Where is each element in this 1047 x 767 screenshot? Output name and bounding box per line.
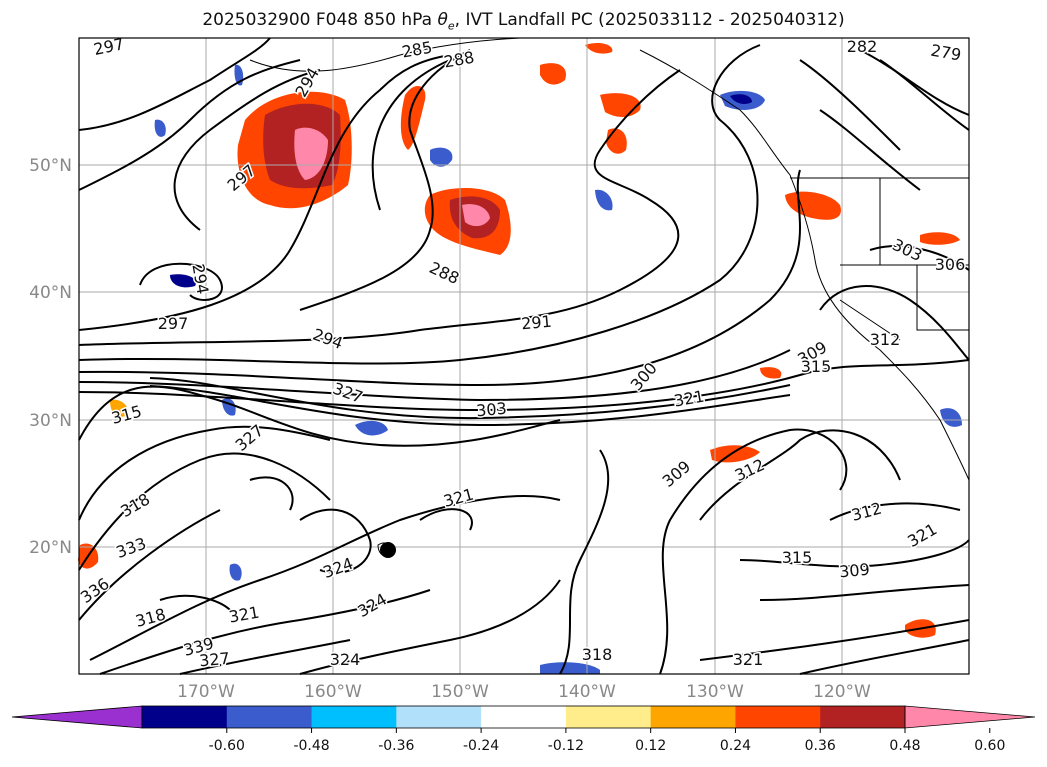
colorbar-segment <box>226 706 313 728</box>
theta-e-contours <box>78 37 970 675</box>
island-marker <box>380 542 396 558</box>
gridlines <box>79 38 969 674</box>
contour-label: 324 <box>330 650 361 669</box>
colorbar-segment <box>820 706 906 728</box>
latitude-labels: 50°N 40°N 30°N 20°N <box>29 156 72 558</box>
lat-label: 40°N <box>29 283 72 303</box>
lon-label: 140°W <box>558 682 616 702</box>
map-background <box>79 38 969 674</box>
colorbar-segment <box>481 706 567 728</box>
contour-label: 318 <box>582 645 613 664</box>
ivt-shading <box>78 42 962 674</box>
colorbar-tick-label: 0.36 <box>805 738 836 754</box>
colorbar-tick-label: -0.24 <box>463 738 499 754</box>
colorbar-segment <box>565 706 652 728</box>
colorbar: -0.60 -0.48 -0.36 -0.24 -0.12 0.12 0.24 0.36 0.4… <box>11 705 1036 754</box>
colorbar-tick-label: 0.48 <box>889 738 920 754</box>
coastlines <box>249 37 970 557</box>
title-prefix: 2025032900 F048 850 hPa <box>202 10 438 30</box>
contour-label: 291 <box>520 312 552 334</box>
figure-title: 2025032900 F048 850 hPa θe, IVT Landfall… <box>0 10 1047 32</box>
contour-label: 297 <box>158 314 189 333</box>
colorbar-tick-label: -0.36 <box>378 738 414 754</box>
lat-label: 50°N <box>29 156 72 176</box>
lat-label: 20°N <box>29 538 72 558</box>
colorbar-outline <box>141 705 906 729</box>
colorbar-extend-high <box>904 705 1036 729</box>
contour-label: 312 <box>870 330 901 349</box>
longitude-labels: 170°W 160°W 150°W 140°W 130°W 120°W <box>177 682 871 702</box>
contour-label: 315 <box>782 548 813 567</box>
title-suffix: , IVT Landfall PC (2025033112 - 20250403… <box>454 10 845 30</box>
colorbar-tick-label: -0.48 <box>293 738 329 754</box>
colorbar-segment <box>735 706 821 728</box>
colorbar-segment <box>142 706 228 728</box>
colorbar-tick-label: 0.12 <box>635 738 666 754</box>
contour-label: 315 <box>801 357 832 376</box>
contour-label: 282 <box>847 37 878 56</box>
contour-label: 309 <box>838 560 870 582</box>
lat-label: 30°N <box>29 411 72 431</box>
colorbar-tick-label: 0.60 <box>974 738 1005 754</box>
theta-symbol: θ <box>437 10 448 30</box>
lon-label: 170°W <box>177 682 235 702</box>
contour-label: 321 <box>733 650 764 669</box>
lon-label: 120°W <box>813 682 871 702</box>
colorbar-segment <box>311 706 397 728</box>
colorbar-tick-label: -0.60 <box>209 738 245 754</box>
theta-subscript: e <box>447 19 455 33</box>
contour-label: 303 <box>475 399 507 421</box>
lon-label: 160°W <box>304 682 362 702</box>
contour-label: 306 <box>935 255 966 274</box>
lon-label: 130°W <box>686 682 744 702</box>
lon-label: 150°W <box>431 682 489 702</box>
contour-label: 279 <box>929 41 962 65</box>
contour-label: 321 <box>227 603 260 627</box>
colorbar-tick-label: -0.12 <box>548 738 584 754</box>
colorbar-extend-low <box>11 705 143 729</box>
map-frame <box>78 37 970 675</box>
colorbar-segment <box>396 706 482 728</box>
contour-label: 285 <box>400 38 433 62</box>
colorbar-segment <box>650 706 736 728</box>
colorbar-tick-label: 0.24 <box>720 738 751 754</box>
contour-label: 327 <box>198 649 230 671</box>
